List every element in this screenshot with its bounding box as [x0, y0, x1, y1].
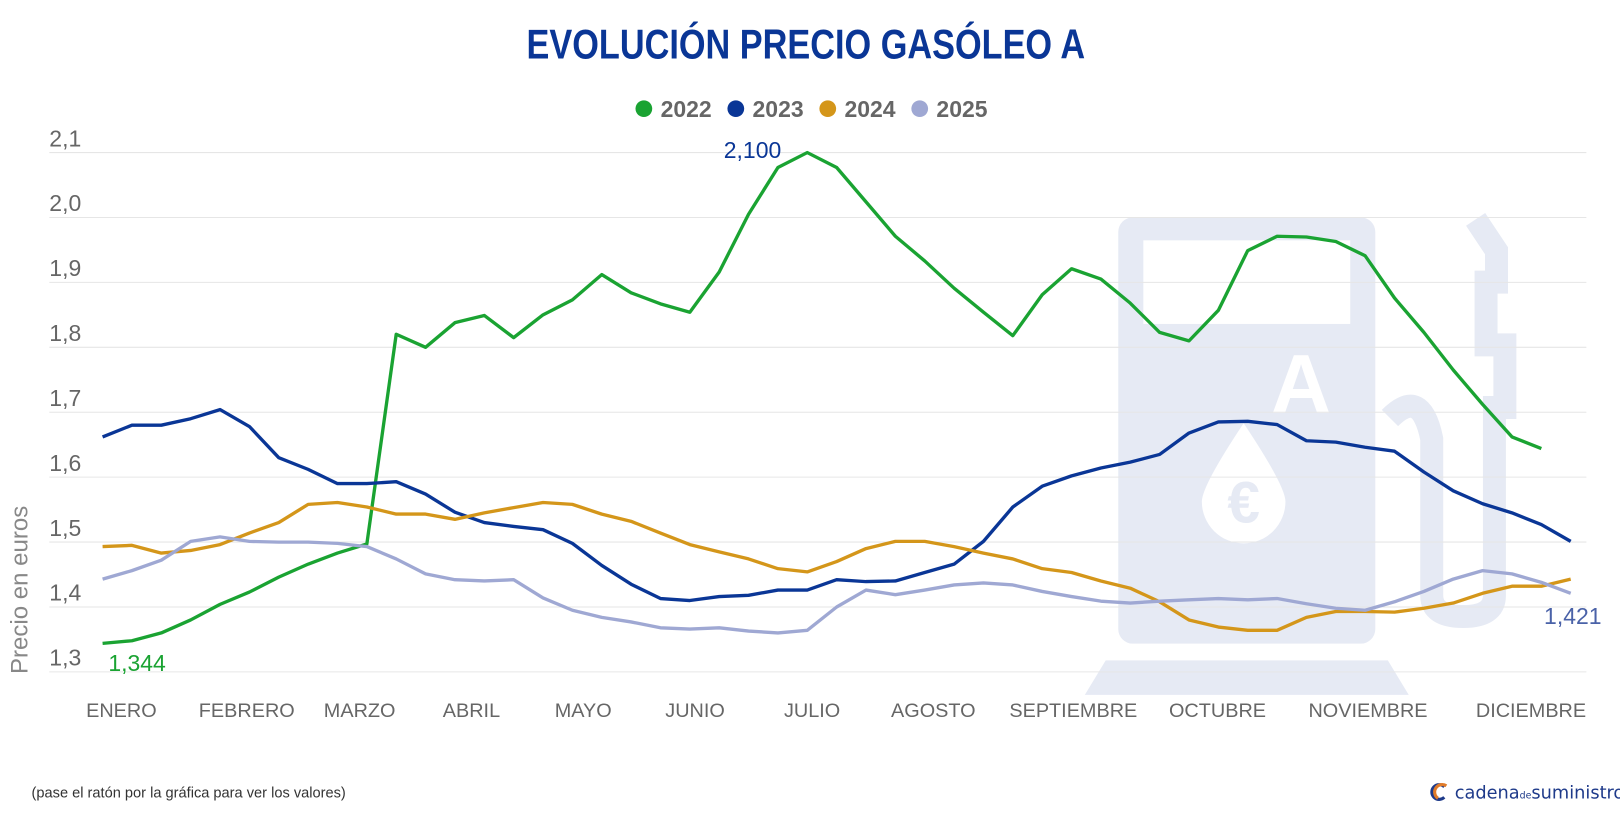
x-tick-label: DICIEMBRE [1476, 700, 1586, 722]
x-tick-label: MARZO [324, 700, 396, 722]
y-tick-label: 1,4 [49, 580, 81, 606]
y-axis-label: Precio en euros [6, 506, 33, 674]
hover-note: (pase el ratón por la gráfica para ver l… [32, 785, 346, 801]
y-tick-label: 1,6 [49, 450, 81, 476]
legend-item-2025[interactable]: 2025 [936, 96, 987, 122]
legend-marker-2024 [819, 100, 837, 118]
series-line-2024[interactable] [102, 500, 1572, 632]
x-tick-label: FEBRERO [199, 700, 295, 722]
legend-marker-2022 [635, 100, 653, 118]
watermark-letter: A [1271, 337, 1331, 431]
x-tick-label: OCTUBRE [1169, 700, 1266, 722]
legend-marker-2025 [911, 100, 929, 118]
x-tick-label: NOVIEMBRE [1308, 700, 1427, 722]
y-tick-label: 1,8 [49, 320, 81, 346]
y-tick-label: 2,0 [49, 190, 81, 216]
brand-logo: cadenadesuministro [1430, 782, 1620, 803]
annotation-end: 1,421 [1544, 603, 1601, 629]
x-tick-label: JUNIO [665, 700, 725, 722]
x-tick-label: ABRIL [443, 700, 500, 722]
legend-marker-2023 [727, 100, 745, 118]
series-line-2023[interactable] [101, 407, 1572, 603]
annotation-start: 1,344 [108, 650, 166, 676]
y-tick-label: 1,9 [49, 255, 81, 281]
y-tick-label: 2,1 [49, 125, 81, 151]
legend-item-2023[interactable]: 2023 [753, 96, 804, 122]
y-tick-label: 1,7 [49, 385, 81, 411]
series-line-2022[interactable] [102, 150, 1542, 646]
annotation-max: 2,100 [724, 137, 781, 163]
y-tick-label: 1,5 [49, 515, 81, 541]
watermark-euro: € [1227, 470, 1260, 535]
x-tick-label: ENERO [86, 700, 157, 722]
x-axis: ENERO FEBRERO MARZO ABRIL MAYO JUNIO JULIO AGOS… [86, 700, 1586, 722]
y-axis: 1,3 1,4 1,5 1,6 1,7 1,8 1,9 2,0 2,1 [49, 125, 81, 670]
x-tick-label: SEPTIEMBRE [1009, 700, 1137, 722]
series-lines[interactable] [101, 150, 1572, 646]
y-tick-label: 1,3 [49, 645, 81, 671]
x-tick-label: JULIO [784, 700, 840, 722]
legend-item-2022[interactable]: 2022 [661, 96, 712, 122]
series-line-2025[interactable] [102, 535, 1572, 635]
svg-text:cadenadesuministro: cadenadesuministro [1455, 783, 1620, 803]
x-tick-label: MAYO [555, 700, 612, 722]
chart-title: EVOLUCIÓN PRECIO GASÓLEO A [527, 20, 1086, 68]
x-tick-label: AGOSTO [891, 700, 976, 722]
legend: 2022 2023 2024 2025 [635, 96, 988, 122]
legend-item-2024[interactable]: 2024 [844, 96, 895, 122]
logo-arrow-icon [1433, 782, 1448, 800]
